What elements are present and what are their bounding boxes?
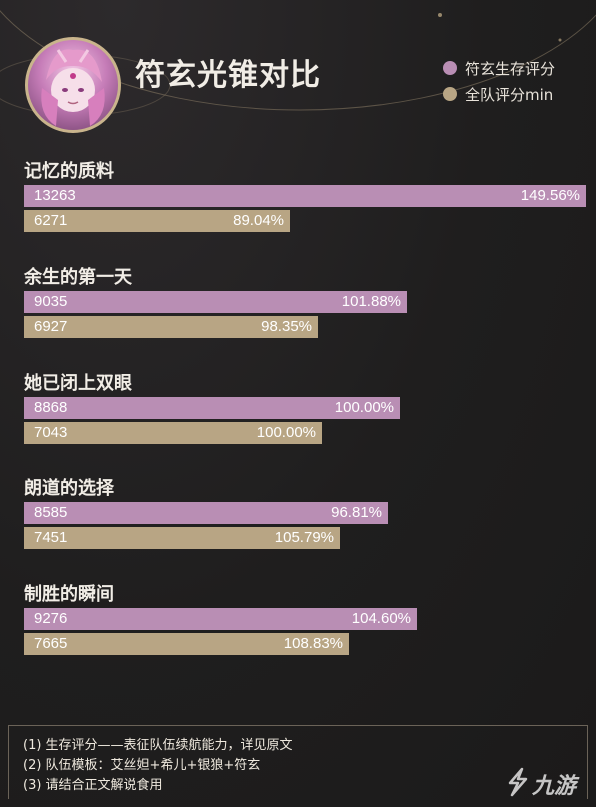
bar: 7043 100.00%	[24, 422, 322, 444]
bar-value-label: 7665	[34, 635, 68, 652]
bar-value-label: 13263	[34, 187, 76, 204]
watermark-logo-icon	[508, 767, 528, 797]
character-portrait-icon	[41, 49, 105, 126]
footnote: (3) 请结合正文解说食用	[23, 778, 163, 793]
page-title: 符玄光锥对比	[135, 58, 321, 93]
bar-percent-label: 108.83%	[283, 635, 343, 652]
bar: 13263 149.56%	[24, 185, 586, 207]
legend-item-team-min: 全队评分min	[443, 81, 555, 107]
bar-value-label: 6271	[34, 212, 68, 229]
bar-value-label: 6927	[34, 318, 68, 335]
bar: 6927 98.35%	[24, 316, 318, 338]
legend-label: 符玄生存评分	[465, 59, 556, 78]
category-label: 余生的第一天	[24, 267, 132, 288]
bar-value-label: 8868	[34, 399, 68, 416]
bar: 9276 104.60%	[24, 608, 417, 630]
bar: 7451 105.79%	[24, 527, 340, 549]
category-label: 她已闭上双眼	[24, 373, 132, 394]
character-avatar	[25, 37, 121, 133]
legend-label: 全队评分min	[465, 85, 554, 104]
legend-swatch	[443, 87, 457, 101]
bar: 8868 100.00%	[24, 397, 400, 419]
bar-value-label: 8585	[34, 504, 68, 521]
category-label: 记忆的质料	[24, 161, 114, 182]
footnote: (2) 队伍模板：艾丝妲+希儿+银狼+符玄	[23, 758, 261, 773]
bar-percent-label: 104.60%	[351, 610, 411, 627]
watermark-text: 九游	[532, 774, 577, 799]
bar-percent-label: 100.00%	[256, 424, 316, 441]
bar-percent-label: 100.00%	[334, 399, 394, 416]
watermark: 九游	[502, 763, 588, 801]
bar-percent-label: 101.88%	[341, 293, 401, 310]
category-label: 制胜的瞬间	[24, 584, 114, 605]
bar-value-label: 9035	[34, 293, 68, 310]
bar-value-label: 9276	[34, 610, 68, 627]
bar-percent-label: 105.79%	[274, 529, 334, 546]
bar-value-label: 7043	[34, 424, 68, 441]
category-label: 朗道的选择	[24, 478, 114, 499]
footnote: (1) 生存评分——表征队伍续航能力，详见原文	[23, 738, 293, 753]
bar-percent-label: 98.35%	[261, 318, 312, 335]
bar: 6271 89.04%	[24, 210, 290, 232]
bar: 7665 108.83%	[24, 633, 349, 655]
bar-chart: 记忆的质料 13263 149.56% 6271 89.04% 余生的第一天 9035 101…	[0, 150, 596, 670]
bar: 8585 96.81%	[24, 502, 388, 524]
bar: 9035 101.88%	[24, 291, 407, 313]
bar-value-label: 7451	[34, 529, 68, 546]
bar-percent-label: 149.56%	[520, 187, 580, 204]
chart-legend: 符玄生存评分 全队评分min	[443, 55, 555, 107]
bar-percent-label: 96.81%	[331, 504, 382, 521]
chart-header: 符玄光锥对比 符玄生存评分 全队评分min	[0, 0, 596, 150]
legend-item-survival: 符玄生存评分	[443, 55, 555, 81]
footnotes-panel: (1) 生存评分——表征队伍续航能力，详见原文 (2) 队伍模板：艾丝妲+希儿+…	[8, 725, 588, 799]
bar-percent-label: 89.04%	[233, 212, 284, 229]
legend-swatch	[443, 61, 457, 75]
